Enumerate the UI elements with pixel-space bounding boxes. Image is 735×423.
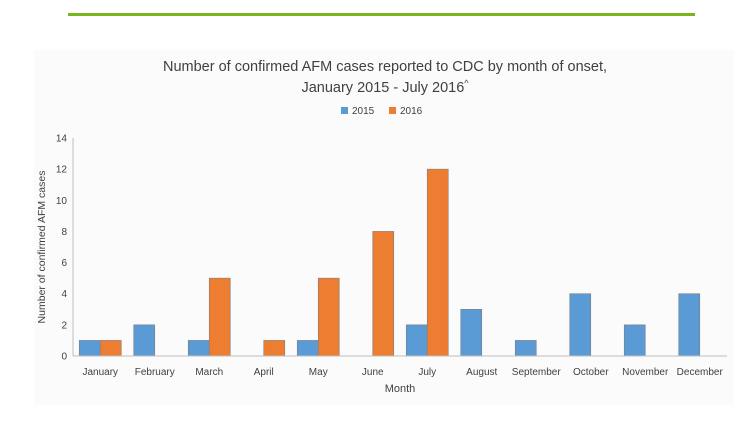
x-tick-label: June	[362, 367, 384, 378]
y-tick-label: 0	[61, 352, 67, 363]
legend: 2015 2016	[341, 106, 423, 117]
bar-2016-march	[208, 277, 231, 357]
bar-2015-october	[569, 293, 592, 357]
chart-title-line-1: Number of confirmed AFM cases reported t…	[163, 59, 607, 75]
bar-2015-september	[514, 340, 537, 357]
y-tick-label: 6	[61, 258, 67, 269]
chart-title-line-2: January 2015 - July 2016^	[301, 78, 469, 96]
x-tick-label: May	[309, 367, 328, 378]
y-tick-label: 12	[56, 165, 68, 176]
chart-title-line-2-text: January 2015 - July 2016	[301, 80, 464, 96]
y-tick-label: 10	[56, 196, 68, 207]
bar-2015-december	[678, 293, 701, 357]
bar-2015-march	[187, 340, 210, 357]
bar-2016-may	[317, 277, 340, 357]
legend-swatch-2015	[341, 107, 348, 114]
x-axis-label: Month	[385, 383, 416, 395]
bar-2015-january	[78, 340, 101, 357]
y-axis-label: Number of confirmed AFM cases	[36, 171, 48, 324]
x-tick-label: November	[622, 367, 669, 378]
x-tick-label: July	[418, 367, 436, 378]
bar-2016-january	[99, 340, 122, 357]
x-tick-label: February	[135, 367, 175, 378]
bar-2016-july	[426, 168, 449, 357]
y-tick-label: 14	[56, 134, 68, 145]
legend-label-2015: 2015	[352, 106, 375, 117]
x-tick-label: December	[677, 367, 724, 378]
y-axis-ticks: 0 2 4 6 8 10 12 14	[56, 134, 68, 363]
x-tick-label: September	[512, 367, 562, 378]
bar-2015-may	[296, 340, 319, 357]
legend-label-2016: 2016	[400, 106, 423, 117]
y-tick-label: 8	[61, 227, 67, 238]
bar-2015-february	[133, 324, 156, 357]
y-tick-label: 2	[61, 320, 67, 331]
x-tick-label: April	[254, 367, 274, 378]
x-tick-label: March	[195, 367, 223, 378]
bar-2015-november	[623, 324, 646, 357]
x-tick-label: October	[573, 367, 609, 378]
bars	[78, 168, 701, 357]
x-axis-ticks: January February March April May June July Augu…	[82, 367, 723, 378]
top-divider-line	[68, 13, 695, 16]
bar-2015-august	[460, 308, 483, 357]
x-tick-label: August	[466, 367, 497, 378]
bar-2016-june	[372, 231, 395, 357]
chart-title-footnote-mark: ^	[464, 78, 469, 88]
bar-2016-april	[263, 340, 286, 357]
legend-swatch-2016	[389, 107, 396, 114]
x-tick-label: January	[82, 367, 118, 378]
y-tick-label: 4	[61, 289, 67, 300]
bar-2015-july	[405, 324, 428, 357]
